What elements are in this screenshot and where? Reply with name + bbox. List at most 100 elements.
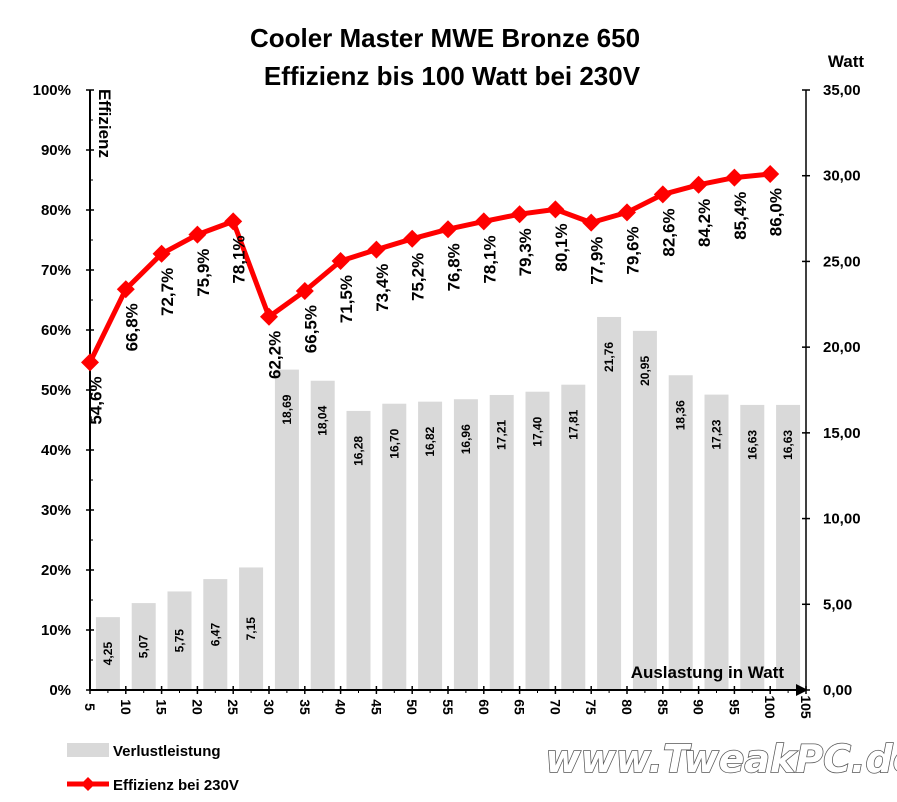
x-tick-label: 55 [440, 699, 456, 715]
left-tick-label: 0% [49, 682, 71, 699]
efficiency-marker [116, 280, 135, 299]
efficiency-marker [367, 240, 386, 259]
x-tick-label: 25 [225, 699, 241, 715]
bar-value-label: 16,96 [459, 424, 473, 454]
bar [167, 591, 192, 690]
bar-value-label: 18,04 [316, 405, 330, 435]
x-tick-label: 60 [476, 699, 492, 715]
efficiency-marker [510, 205, 529, 224]
efficiency-value-label: 85,4% [731, 192, 750, 240]
efficiency-value-label: 80,1% [552, 223, 571, 271]
efficiency-value-label: 82,6% [659, 208, 678, 256]
bar-value-label: 16,28 [352, 436, 366, 466]
efficiency-line [87, 171, 771, 364]
bar [382, 403, 407, 690]
bar-value-label: 16,63 [745, 430, 759, 460]
left-axis-title: Effizienz [95, 89, 114, 158]
bar-value-label: 6,47 [208, 623, 222, 647]
bar [632, 330, 657, 690]
efficiency-marker [224, 212, 243, 231]
right-tick-label: 35,00 [823, 82, 861, 99]
efficiency-marker [761, 165, 780, 183]
bar [740, 404, 765, 690]
efficiency-marker [152, 244, 171, 263]
efficiency-marker [295, 282, 314, 300]
bar-value-label: 5,07 [137, 635, 151, 659]
x-tick-label: 85 [655, 699, 671, 715]
efficiency-marker [689, 175, 708, 194]
efficiency-value-label: 77,9% [588, 237, 607, 285]
efficiency-marker [582, 213, 601, 232]
right-axis-title: Watt [828, 52, 865, 71]
x-tick-label: 80 [619, 699, 635, 715]
efficiency-value-label: 66,5% [301, 305, 320, 353]
x-tick-label: 65 [512, 699, 528, 715]
left-tick-label: 100% [33, 82, 71, 99]
legend-bar-swatch [67, 743, 109, 757]
left-tick-label: 90% [41, 142, 71, 159]
bar [453, 399, 478, 690]
efficiency-value-label: 86,0% [767, 188, 786, 236]
efficiency-value-label: 75,2% [409, 253, 428, 301]
right-tick-label: 15,00 [823, 425, 861, 442]
bar-value-label: 17,23 [710, 419, 724, 449]
bar-value-label: 18,36 [674, 400, 688, 430]
left-tick-label: 80% [41, 202, 71, 219]
efficiency-value-label: 76,8% [445, 243, 464, 291]
bar [239, 567, 264, 690]
legend: Verlustleistung Effizienz bei 230V [67, 743, 239, 794]
x-axis-title: Auslastung in Watt [631, 663, 785, 682]
efficiency-marker [260, 307, 278, 326]
chart-title: Cooler Master MWE Bronze 650 [250, 23, 640, 53]
watermark: www.TweakPC.de [546, 737, 897, 781]
efficiency-value-label: 75,9% [194, 249, 213, 297]
bar [668, 375, 693, 690]
bar-value-label: 17,21 [495, 420, 509, 450]
x-tick-label: 95 [726, 699, 742, 715]
left-tick-label: 20% [41, 562, 71, 579]
bar [95, 617, 120, 690]
x-tick-label: 20 [189, 699, 205, 715]
bar [131, 603, 156, 690]
efficiency-value-label: 73,4% [373, 264, 392, 312]
bar [704, 394, 729, 690]
efficiency-marker [653, 185, 672, 204]
right-tick-label: 30,00 [823, 168, 861, 185]
legend-line-label: Effizienz bei 230V [113, 777, 239, 794]
efficiency-marker [618, 203, 636, 222]
legend-bar-label: Verlustleistung [113, 743, 221, 760]
bar-value-label: 5,75 [173, 629, 187, 653]
x-tick-label: 100 [762, 695, 778, 719]
bar [525, 391, 550, 690]
x-tick-label: 35 [297, 699, 313, 715]
x-tick-label: 40 [333, 699, 349, 715]
bar-value-label: 21,76 [602, 342, 616, 372]
bar-value-label: 7,15 [244, 617, 258, 641]
efficiency-value-label: 71,5% [337, 275, 356, 323]
bar-value-label: 18,69 [280, 394, 294, 424]
efficiency-value-label: 54,6% [87, 376, 106, 424]
left-tick-label: 40% [41, 442, 71, 459]
bar-value-label: 16,70 [387, 428, 401, 458]
bar-value-label: 20,95 [638, 356, 652, 386]
efficiency-marker [188, 225, 207, 244]
efficiency-value-label: 79,6% [624, 226, 643, 274]
x-tick-label: 5 [82, 703, 98, 711]
x-tick-label: 50 [404, 699, 420, 715]
efficiency-value-label: 78,1% [230, 235, 249, 283]
efficiency-value-label: 72,7% [158, 268, 177, 316]
x-tick-label: 75 [583, 699, 599, 715]
efficiency-value-label: 78,1% [480, 235, 499, 283]
right-tick-label: 0,00 [823, 682, 852, 699]
bar [310, 380, 335, 690]
bar [561, 384, 586, 690]
left-tick-label: 60% [41, 322, 71, 339]
bar-value-label: 4,25 [101, 642, 115, 666]
left-tick-label: 30% [41, 502, 71, 519]
x-tick-label: 10 [118, 699, 134, 715]
left-tick-label: 70% [41, 262, 71, 279]
bar [274, 369, 299, 690]
efficiency-marker [474, 212, 493, 231]
efficiency-value-label: 79,3% [516, 228, 535, 276]
